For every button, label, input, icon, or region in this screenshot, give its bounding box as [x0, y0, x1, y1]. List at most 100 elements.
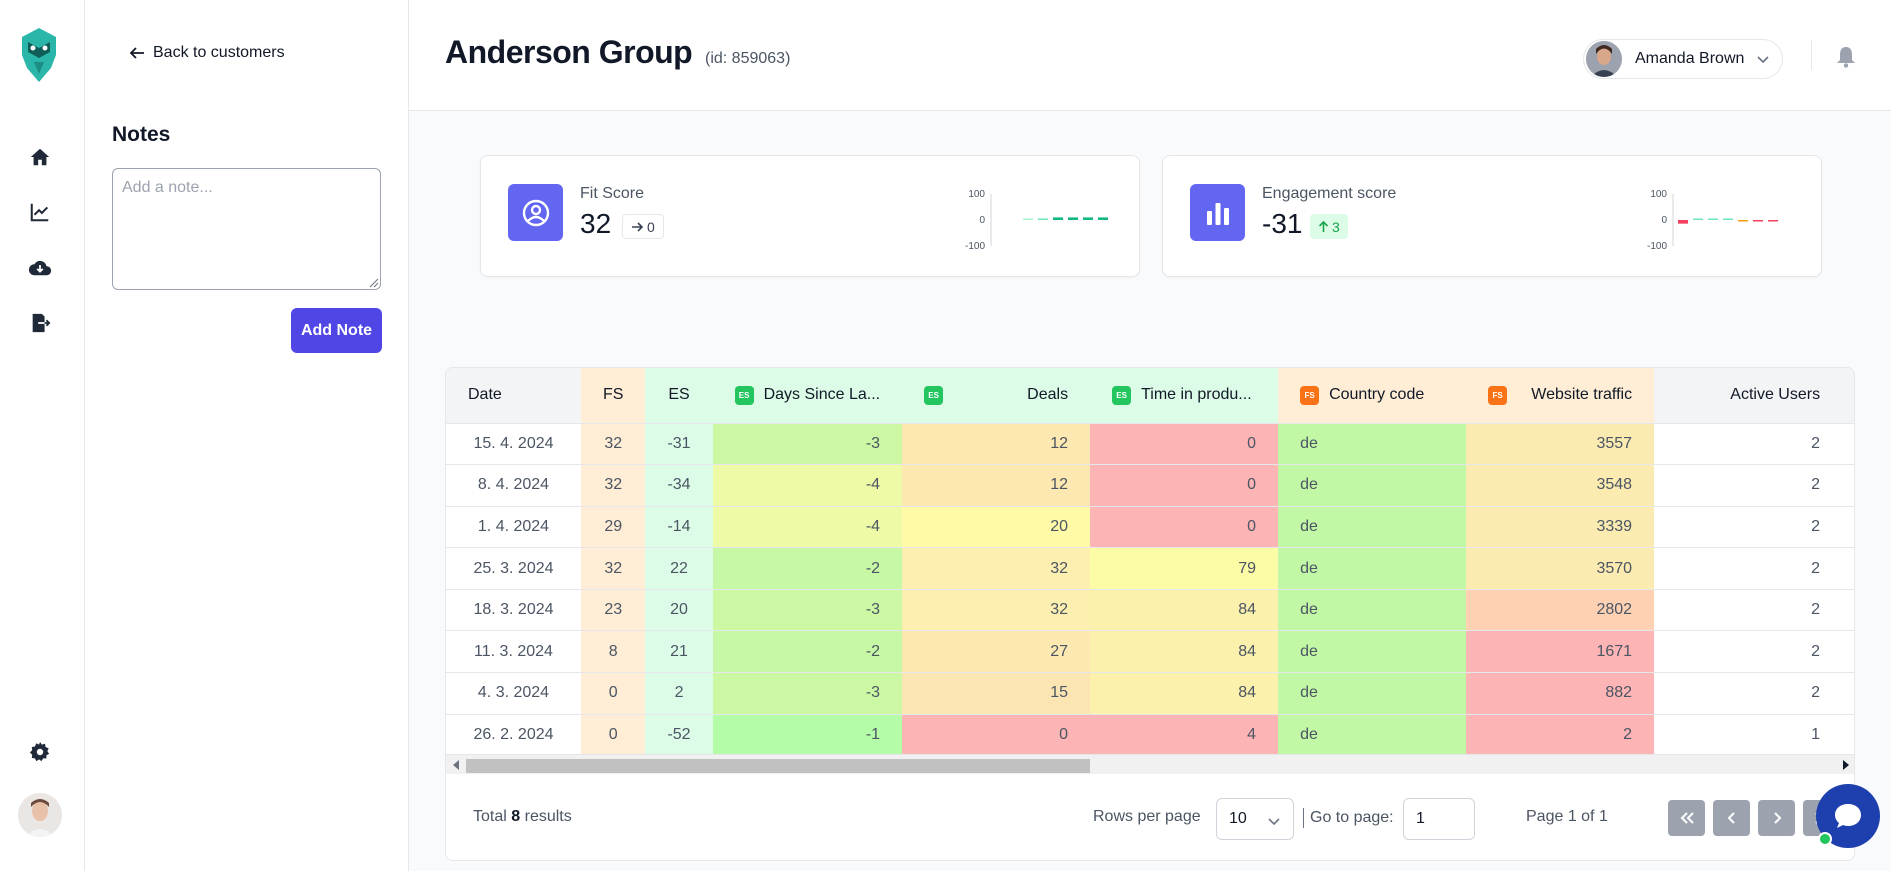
scroll-left-icon[interactable]	[452, 760, 460, 770]
horizontal-scrollbar[interactable]	[446, 754, 1854, 774]
table-cell: 1671	[1466, 630, 1655, 674]
logo-icon[interactable]	[20, 28, 58, 82]
table-cell: 0	[902, 714, 1091, 757]
table-cell	[1842, 589, 1854, 632]
column-header[interactable]: Date	[446, 368, 581, 424]
notes-title: Notes	[112, 123, 171, 146]
table-cell: 2	[1654, 672, 1843, 715]
column-header[interactable]: FS Website traffic	[1466, 368, 1655, 424]
table-cell	[1842, 547, 1854, 590]
column-header[interactable]: Ac	[1842, 368, 1854, 424]
table-body: 15. 4. 2024 32 -31 -3 12 0 de 3557 2 8. 4. 2024 32…	[446, 423, 1854, 757]
table-cell: 1. 4. 2024	[446, 506, 581, 549]
bell-icon[interactable]	[1836, 46, 1856, 68]
nav-rail	[0, 0, 85, 871]
table-cell: 2	[1654, 630, 1843, 674]
table-row[interactable]: 1. 4. 2024 29 -14 -4 20 0 de 3339 2	[446, 506, 1854, 549]
table-cell: 84	[1090, 672, 1279, 715]
table-cell: 2	[1654, 464, 1843, 507]
table-cell: de	[1278, 547, 1467, 590]
table-cell: -3	[712, 672, 903, 715]
table-row[interactable]: 4. 3. 2024 0 2 -3 15 84 de 882 2	[446, 672, 1854, 715]
total-count: 8	[511, 808, 521, 825]
column-header-label: Deals	[1027, 386, 1069, 404]
spark-bar	[1083, 217, 1093, 220]
column-header[interactable]: ES Time in produ...	[1090, 368, 1279, 424]
table-row[interactable]: 15. 4. 2024 32 -31 -3 12 0 de 3557 2	[446, 423, 1854, 466]
column-header-label: Active Users	[1730, 386, 1821, 404]
table-cell: 3548	[1466, 464, 1655, 507]
column-header[interactable]: FS	[581, 368, 646, 424]
cloud-download-icon[interactable]	[27, 254, 53, 280]
table-cell: 12	[902, 464, 1091, 507]
table-cell	[1842, 672, 1854, 715]
user-circle-icon	[508, 184, 563, 241]
column-header[interactable]: ES	[645, 368, 713, 424]
add-note-button[interactable]: Add Note	[291, 308, 382, 353]
column-header-label: Time in produ...	[1141, 386, 1252, 404]
table-cell: 0	[1090, 506, 1279, 549]
previous-page-button[interactable]	[1713, 800, 1750, 836]
table-cell: de	[1278, 589, 1467, 632]
table-cell: 32	[581, 423, 646, 466]
table-cell	[1842, 714, 1854, 757]
table-cell: 0	[1090, 464, 1279, 507]
history-table: Date FS ES ES Days Since La... ES Deals ES Time …	[446, 368, 1854, 757]
chat-button[interactable]	[1816, 784, 1880, 848]
table-cell	[1842, 506, 1854, 549]
main-content: Anderson Group (id: 859063) Amanda Brown…	[409, 0, 1891, 871]
table-cell: 3339	[1466, 506, 1655, 549]
gear-icon[interactable]	[27, 739, 53, 765]
table-row[interactable]: 18. 3. 2024 23 20 -3 32 84 de 2802 2	[446, 589, 1854, 632]
table-row[interactable]: 8. 4. 2024 32 -34 -4 12 0 de 3548 2	[446, 464, 1854, 507]
table-cell: 15. 4. 2024	[446, 423, 581, 466]
table-cell: 84	[1090, 630, 1279, 674]
next-page-button[interactable]	[1758, 800, 1795, 836]
spark-bar	[1678, 220, 1688, 224]
column-header[interactable]: ES Deals	[902, 368, 1091, 424]
column-header[interactable]: FS Country code	[1278, 368, 1467, 424]
table-header-row: Date FS ES ES Days Since La... ES Deals ES Time …	[446, 368, 1854, 424]
spark-tick-label: 100	[1650, 189, 1667, 200]
chat-bubble-icon	[1835, 804, 1861, 828]
column-header[interactable]: Active Users	[1654, 368, 1843, 424]
table-cell: 25. 3. 2024	[446, 547, 581, 590]
spark-tick-label: 0	[979, 215, 985, 226]
spark-bar	[1023, 218, 1033, 220]
table-cell: 0	[581, 672, 646, 715]
user-menu[interactable]: Amanda Brown	[1583, 39, 1783, 79]
back-to-customers-link[interactable]: Back to customers	[129, 44, 285, 62]
column-header[interactable]: ES Days Since La...	[712, 368, 903, 424]
back-link-label: Back to customers	[153, 44, 285, 61]
arrow-left-icon	[129, 47, 144, 59]
scroll-right-icon[interactable]	[1842, 760, 1850, 770]
export-icon[interactable]	[27, 310, 53, 336]
page-header: Anderson Group (id: 859063) Amanda Brown	[409, 0, 1891, 111]
table-row[interactable]: 25. 3. 2024 32 22 -2 32 79 de 3570 2	[446, 547, 1854, 590]
fs-badge: FS	[1488, 385, 1508, 405]
chart-line-icon[interactable]	[27, 199, 53, 225]
table-cell: 32	[581, 547, 646, 590]
table-cell: 84	[1090, 589, 1279, 632]
table-footer: Total 8 results Rows per page 10 Go to p…	[446, 774, 1854, 860]
table-cell: de	[1278, 672, 1467, 715]
go-to-page-input[interactable]	[1403, 798, 1475, 840]
fit-score-sparkline: 100 0 -100	[965, 189, 1108, 250]
resize-grip-icon[interactable]	[369, 278, 379, 288]
scrollbar-thumb[interactable]	[466, 759, 1090, 773]
table-cell: 2	[1654, 423, 1843, 466]
table-cell: 8	[581, 630, 646, 674]
column-header-label: Country code	[1329, 386, 1425, 404]
table-cell: 79	[1090, 547, 1279, 590]
table-row[interactable]: 26. 2. 2024 0 -52 -1 0 4 de 2 1	[446, 714, 1854, 757]
rows-per-page-label: Rows per page	[1093, 808, 1201, 825]
table-cell: -1	[712, 714, 903, 757]
home-icon[interactable]	[27, 144, 53, 170]
avatar[interactable]	[18, 793, 62, 837]
table-row[interactable]: 11. 3. 2024 8 21 -2 27 84 de 1671 2	[446, 630, 1854, 674]
rows-per-page-select[interactable]: 10	[1216, 798, 1294, 840]
note-input[interactable]	[112, 168, 381, 290]
table-cell: 32	[902, 547, 1091, 590]
bar-chart-icon	[1190, 184, 1245, 241]
first-page-button[interactable]	[1668, 800, 1705, 836]
